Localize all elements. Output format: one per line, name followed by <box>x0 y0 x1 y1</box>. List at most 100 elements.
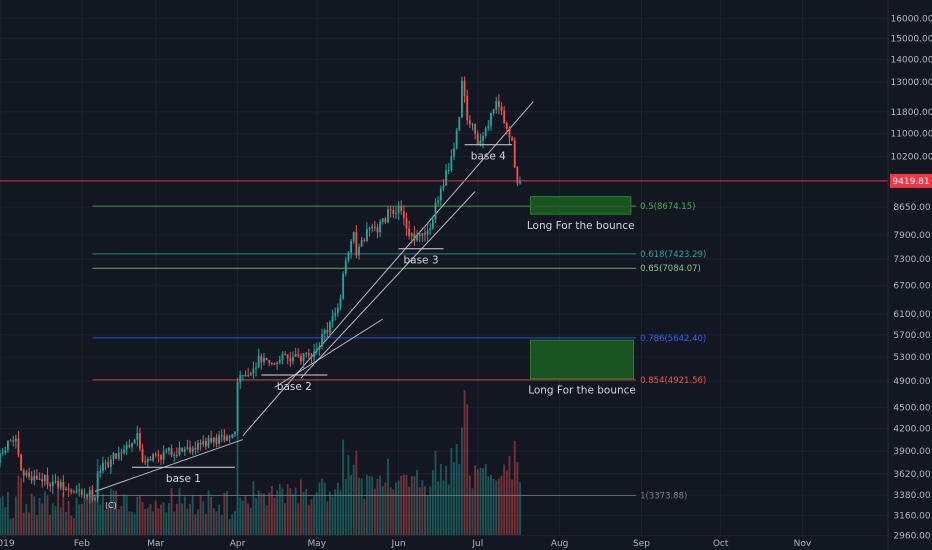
price-tick-label: 4900.00 <box>893 377 930 387</box>
candle-body <box>165 450 168 452</box>
wave-marker-label: (C) <box>105 501 117 510</box>
volume-bar <box>204 513 207 535</box>
time-tick-label: Nov <box>794 539 812 549</box>
volume-bar <box>426 495 429 535</box>
candle-body <box>474 123 477 134</box>
time-tick-label: Aug <box>551 539 569 549</box>
candle-body <box>347 252 350 261</box>
volume-bar <box>484 463 487 535</box>
volume-bar <box>215 511 218 535</box>
candle-body <box>500 106 503 111</box>
candle-body <box>131 443 133 447</box>
price-axis[interactable]: 2960.00 3160.00 3380.00 3620.00 3900.00 4200.… <box>887 0 932 550</box>
volume-bar <box>125 495 128 535</box>
volume-bar <box>25 504 28 535</box>
candle-body <box>138 432 141 449</box>
volume-bar <box>14 496 17 535</box>
volume-bar <box>152 511 155 535</box>
candle-body <box>497 101 500 107</box>
candle-body <box>204 441 207 447</box>
volume-bar <box>183 496 186 535</box>
candle-body <box>513 140 516 168</box>
volume-bar <box>392 489 395 535</box>
candle-body <box>157 454 160 456</box>
volume-bar <box>257 490 260 535</box>
time-tick-label: May <box>307 539 326 549</box>
candle-body <box>57 480 59 488</box>
candle-body <box>363 239 366 241</box>
candle-body <box>220 435 223 437</box>
candle-body <box>450 156 453 170</box>
volume-bar <box>329 491 331 535</box>
volume-bar <box>471 488 474 535</box>
volume-bar <box>439 464 442 535</box>
volume-bar <box>123 494 125 535</box>
volume-bar <box>344 478 347 535</box>
volume-bar <box>160 504 162 535</box>
base-label: base 2 <box>277 381 312 393</box>
volume-bar <box>236 430 239 535</box>
volume-bar <box>445 466 448 535</box>
candle-body <box>88 490 91 497</box>
volume-bar <box>197 509 199 535</box>
candle-body <box>292 356 294 362</box>
candle-body <box>123 449 125 453</box>
candle-body <box>94 498 96 500</box>
volume-bar <box>173 511 176 535</box>
candle-body <box>350 241 352 253</box>
volume-bar <box>326 501 329 535</box>
volume-bar <box>226 491 228 535</box>
price-tick-label: 15000.00 <box>891 34 932 44</box>
volume-bar <box>249 507 252 535</box>
volume-bar <box>223 492 226 535</box>
candle-body <box>70 490 73 492</box>
fib-level-label: 1(3373.88) <box>640 492 687 502</box>
candle-body <box>51 481 54 487</box>
volume-bar <box>365 474 368 535</box>
candle-body <box>505 123 508 129</box>
candle-body <box>30 476 33 481</box>
volume-bar <box>276 490 279 535</box>
volume-bar <box>41 503 44 535</box>
time-tick-label: Jul <box>471 539 483 549</box>
price-tick-label: 3620.00 <box>893 470 930 480</box>
volume-bar <box>210 497 213 535</box>
candle-body <box>329 322 331 333</box>
volume-bar <box>194 514 197 535</box>
price-tick-label: 4200.00 <box>893 424 930 434</box>
volume-bar <box>492 478 495 535</box>
candle-body <box>482 136 484 141</box>
time-axis[interactable]: 019 Feb Mar Apr May Jun Jul Aug Sep Oct Nov <box>0 539 812 549</box>
volume-bar <box>102 493 104 535</box>
candle-body <box>96 473 99 499</box>
candle-body <box>255 367 257 369</box>
candle-body <box>284 353 287 355</box>
candle-body <box>234 431 236 435</box>
volume-bar <box>104 510 107 535</box>
volume-bar <box>46 495 49 535</box>
price-tick-label: 2960.00 <box>893 532 930 542</box>
candle-body <box>476 133 479 145</box>
volume-bar <box>149 503 152 535</box>
candle-body <box>181 447 184 452</box>
volume-bar <box>511 479 514 535</box>
volume-bar <box>136 496 139 535</box>
candle-body <box>41 478 44 482</box>
volume-bar <box>70 515 73 535</box>
candle-body <box>4 450 7 453</box>
candle-body <box>424 233 426 235</box>
volume-bar <box>371 476 374 535</box>
volume-bar <box>83 496 86 535</box>
candle-body <box>1 452 4 454</box>
candle-body <box>117 452 120 459</box>
volume-bar <box>0 497 1 535</box>
candle-body <box>67 488 70 491</box>
price-tick-label: 13000.00 <box>891 78 932 88</box>
volume-bar <box>389 487 392 535</box>
candle-body <box>231 434 234 438</box>
candle-body <box>455 130 458 149</box>
volume-bar <box>500 475 503 535</box>
volume-bar <box>355 450 358 535</box>
candle-body <box>342 273 345 299</box>
